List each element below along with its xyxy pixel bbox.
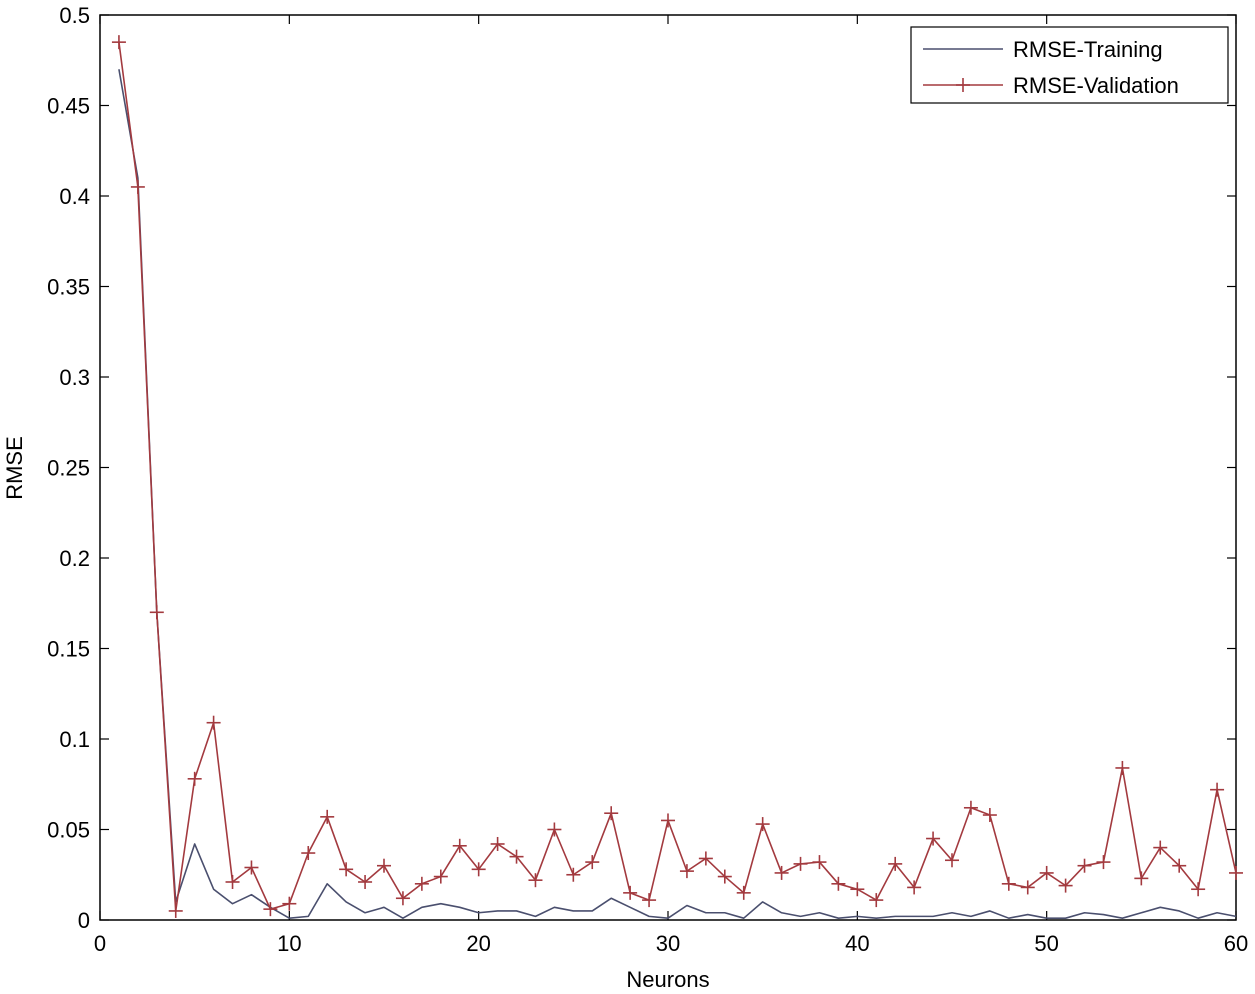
data-point-rmse-validation bbox=[945, 853, 959, 868]
x-tick-label: 0 bbox=[94, 931, 106, 956]
legend: RMSE-Training RMSE-Validation bbox=[910, 26, 1229, 104]
data-point-rmse-validation bbox=[414, 876, 429, 891]
x-tick-label: 20 bbox=[466, 931, 490, 956]
data-point-rmse-validation bbox=[377, 858, 391, 873]
data-point-rmse-validation bbox=[774, 865, 789, 880]
legend-label-training: RMSE-Training bbox=[1013, 37, 1163, 62]
data-point-rmse-validation bbox=[850, 882, 865, 897]
series-layer bbox=[111, 35, 1243, 919]
data-point-rmse-validation bbox=[206, 715, 221, 730]
y-tick-label: 0.1 bbox=[59, 727, 90, 752]
data-point-rmse-validation bbox=[831, 876, 846, 891]
data-point-rmse-validation bbox=[187, 771, 202, 786]
data-point-rmse-validation bbox=[755, 817, 770, 832]
data-point-rmse-validation bbox=[1020, 880, 1035, 895]
data-point-rmse-validation bbox=[1134, 871, 1149, 886]
x-tick-label: 60 bbox=[1224, 931, 1248, 956]
data-point-rmse-validation bbox=[585, 855, 600, 870]
y-tick-label: 0.15 bbox=[47, 637, 90, 662]
data-point-rmse-validation bbox=[225, 874, 240, 889]
x-tick-label: 30 bbox=[656, 931, 680, 956]
data-point-rmse-validation bbox=[869, 893, 884, 908]
data-point-rmse-validation bbox=[168, 903, 183, 918]
data-point-rmse-validation bbox=[358, 874, 373, 889]
data-point-rmse-validation bbox=[566, 867, 581, 882]
data-point-rmse-validation bbox=[509, 849, 524, 864]
data-point-rmse-validation bbox=[907, 880, 922, 895]
data-point-rmse-validation bbox=[1115, 760, 1130, 775]
data-point-rmse-validation bbox=[282, 896, 297, 911]
data-point-rmse-validation bbox=[547, 822, 562, 837]
x-tick-label: 40 bbox=[845, 931, 869, 956]
data-point-rmse-validation bbox=[963, 800, 978, 815]
plot-area bbox=[99, 14, 1237, 921]
y-tick-label: 0.45 bbox=[47, 94, 90, 119]
data-point-rmse-validation bbox=[1210, 782, 1225, 797]
y-tick-label: 0.5 bbox=[59, 3, 90, 28]
data-point-rmse-validation bbox=[244, 860, 259, 875]
series-line-rmse-validation bbox=[118, 42, 1237, 912]
data-point-rmse-validation bbox=[736, 885, 751, 900]
data-point-rmse-validation bbox=[679, 864, 694, 879]
data-point-rmse-validation bbox=[698, 851, 713, 866]
data-point-rmse-validation bbox=[528, 873, 543, 888]
data-point-rmse-validation bbox=[339, 862, 354, 877]
data-point-rmse-validation bbox=[1058, 878, 1073, 893]
data-point-rmse-validation bbox=[1077, 858, 1092, 873]
y-tick-label: 0.05 bbox=[47, 818, 90, 843]
y-tick-label: 0.4 bbox=[59, 184, 90, 209]
legend-box bbox=[910, 26, 1229, 104]
y-tick-label: 0.3 bbox=[59, 365, 90, 390]
data-point-rmse-validation bbox=[320, 809, 335, 824]
data-point-rmse-validation bbox=[793, 856, 808, 871]
data-point-rmse-validation bbox=[623, 885, 638, 900]
data-point-rmse-validation bbox=[1039, 865, 1054, 880]
y-tick-label: 0.25 bbox=[47, 456, 90, 481]
x-tick-label: 50 bbox=[1034, 931, 1058, 956]
data-point-rmse-validation bbox=[111, 35, 126, 50]
data-point-rmse-validation bbox=[130, 179, 145, 194]
x-axis-label: Neurons bbox=[626, 967, 709, 992]
data-point-rmse-validation bbox=[1172, 858, 1187, 873]
axis-ticks: 0 10 20 30 40 50 60 0 0.05 0.1 0.15 0.2 0.25 0.3 0.35 0… bbox=[47, 3, 1248, 956]
data-point-rmse-validation bbox=[1001, 876, 1016, 891]
data-point-rmse-validation bbox=[471, 862, 486, 877]
data-point-rmse-validation bbox=[1153, 840, 1168, 855]
y-tick-label: 0.2 bbox=[59, 546, 90, 571]
data-point-rmse-validation bbox=[395, 891, 410, 906]
data-point-rmse-validation bbox=[490, 836, 505, 851]
y-tick-label: 0 bbox=[78, 908, 90, 933]
data-point-rmse-validation bbox=[433, 869, 448, 884]
legend-marker-validation bbox=[956, 78, 970, 92]
data-point-rmse-validation bbox=[604, 806, 619, 821]
y-tick-label: 0.35 bbox=[47, 275, 90, 300]
data-point-rmse-validation bbox=[717, 869, 732, 884]
data-point-rmse-validation bbox=[301, 846, 316, 861]
data-point-rmse-validation bbox=[149, 605, 164, 620]
data-point-rmse-validation bbox=[263, 902, 278, 917]
data-point-rmse-validation bbox=[812, 855, 827, 870]
x-tick-label: 10 bbox=[277, 931, 301, 956]
data-point-rmse-validation bbox=[888, 856, 903, 871]
data-point-rmse-validation bbox=[1191, 882, 1206, 897]
data-point-rmse-validation bbox=[642, 893, 657, 908]
data-point-rmse-validation bbox=[982, 808, 997, 823]
data-point-rmse-validation bbox=[661, 813, 675, 828]
series-line-rmse-training bbox=[118, 69, 1237, 919]
data-point-rmse-validation bbox=[1229, 865, 1243, 880]
data-point-rmse-validation bbox=[452, 838, 467, 853]
data-point-rmse-validation bbox=[1096, 855, 1111, 870]
y-axis-label: RMSE bbox=[2, 436, 27, 500]
data-point-rmse-validation bbox=[926, 831, 941, 846]
legend-label-validation: RMSE-Validation bbox=[1013, 73, 1179, 98]
